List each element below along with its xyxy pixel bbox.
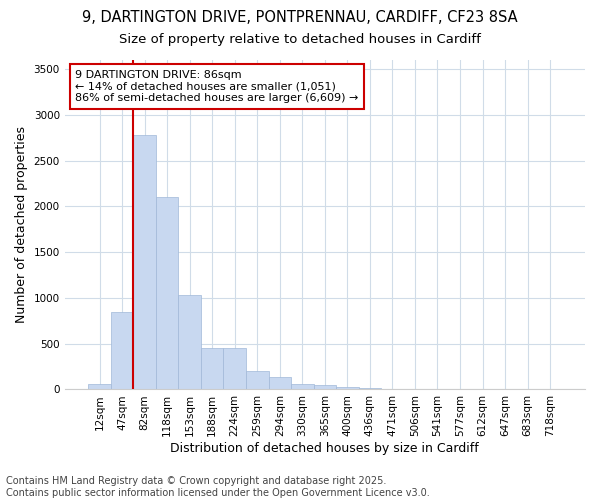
Bar: [359, 388, 381, 390]
Bar: [314, 386, 336, 390]
Text: Contains HM Land Registry data © Crown copyright and database right 2025.
Contai: Contains HM Land Registry data © Crown c…: [6, 476, 430, 498]
Bar: [269, 376, 291, 390]
Y-axis label: Number of detached properties: Number of detached properties: [15, 126, 28, 323]
Bar: [156, 198, 178, 390]
Bar: [88, 384, 111, 390]
Bar: [291, 384, 314, 390]
Bar: [381, 388, 404, 390]
Text: 9 DARTINGTON DRIVE: 86sqm
← 14% of detached houses are smaller (1,051)
86% of se: 9 DARTINGTON DRIVE: 86sqm ← 14% of detac…: [75, 70, 358, 103]
Text: Size of property relative to detached houses in Cardiff: Size of property relative to detached ho…: [119, 32, 481, 46]
Bar: [223, 348, 246, 390]
Bar: [201, 348, 223, 390]
Text: 9, DARTINGTON DRIVE, PONTPRENNAU, CARDIFF, CF23 8SA: 9, DARTINGTON DRIVE, PONTPRENNAU, CARDIF…: [82, 10, 518, 25]
Bar: [133, 135, 156, 390]
Bar: [178, 295, 201, 390]
X-axis label: Distribution of detached houses by size in Cardiff: Distribution of detached houses by size …: [170, 442, 479, 455]
Bar: [336, 387, 359, 390]
Bar: [246, 371, 269, 390]
Bar: [111, 312, 133, 390]
